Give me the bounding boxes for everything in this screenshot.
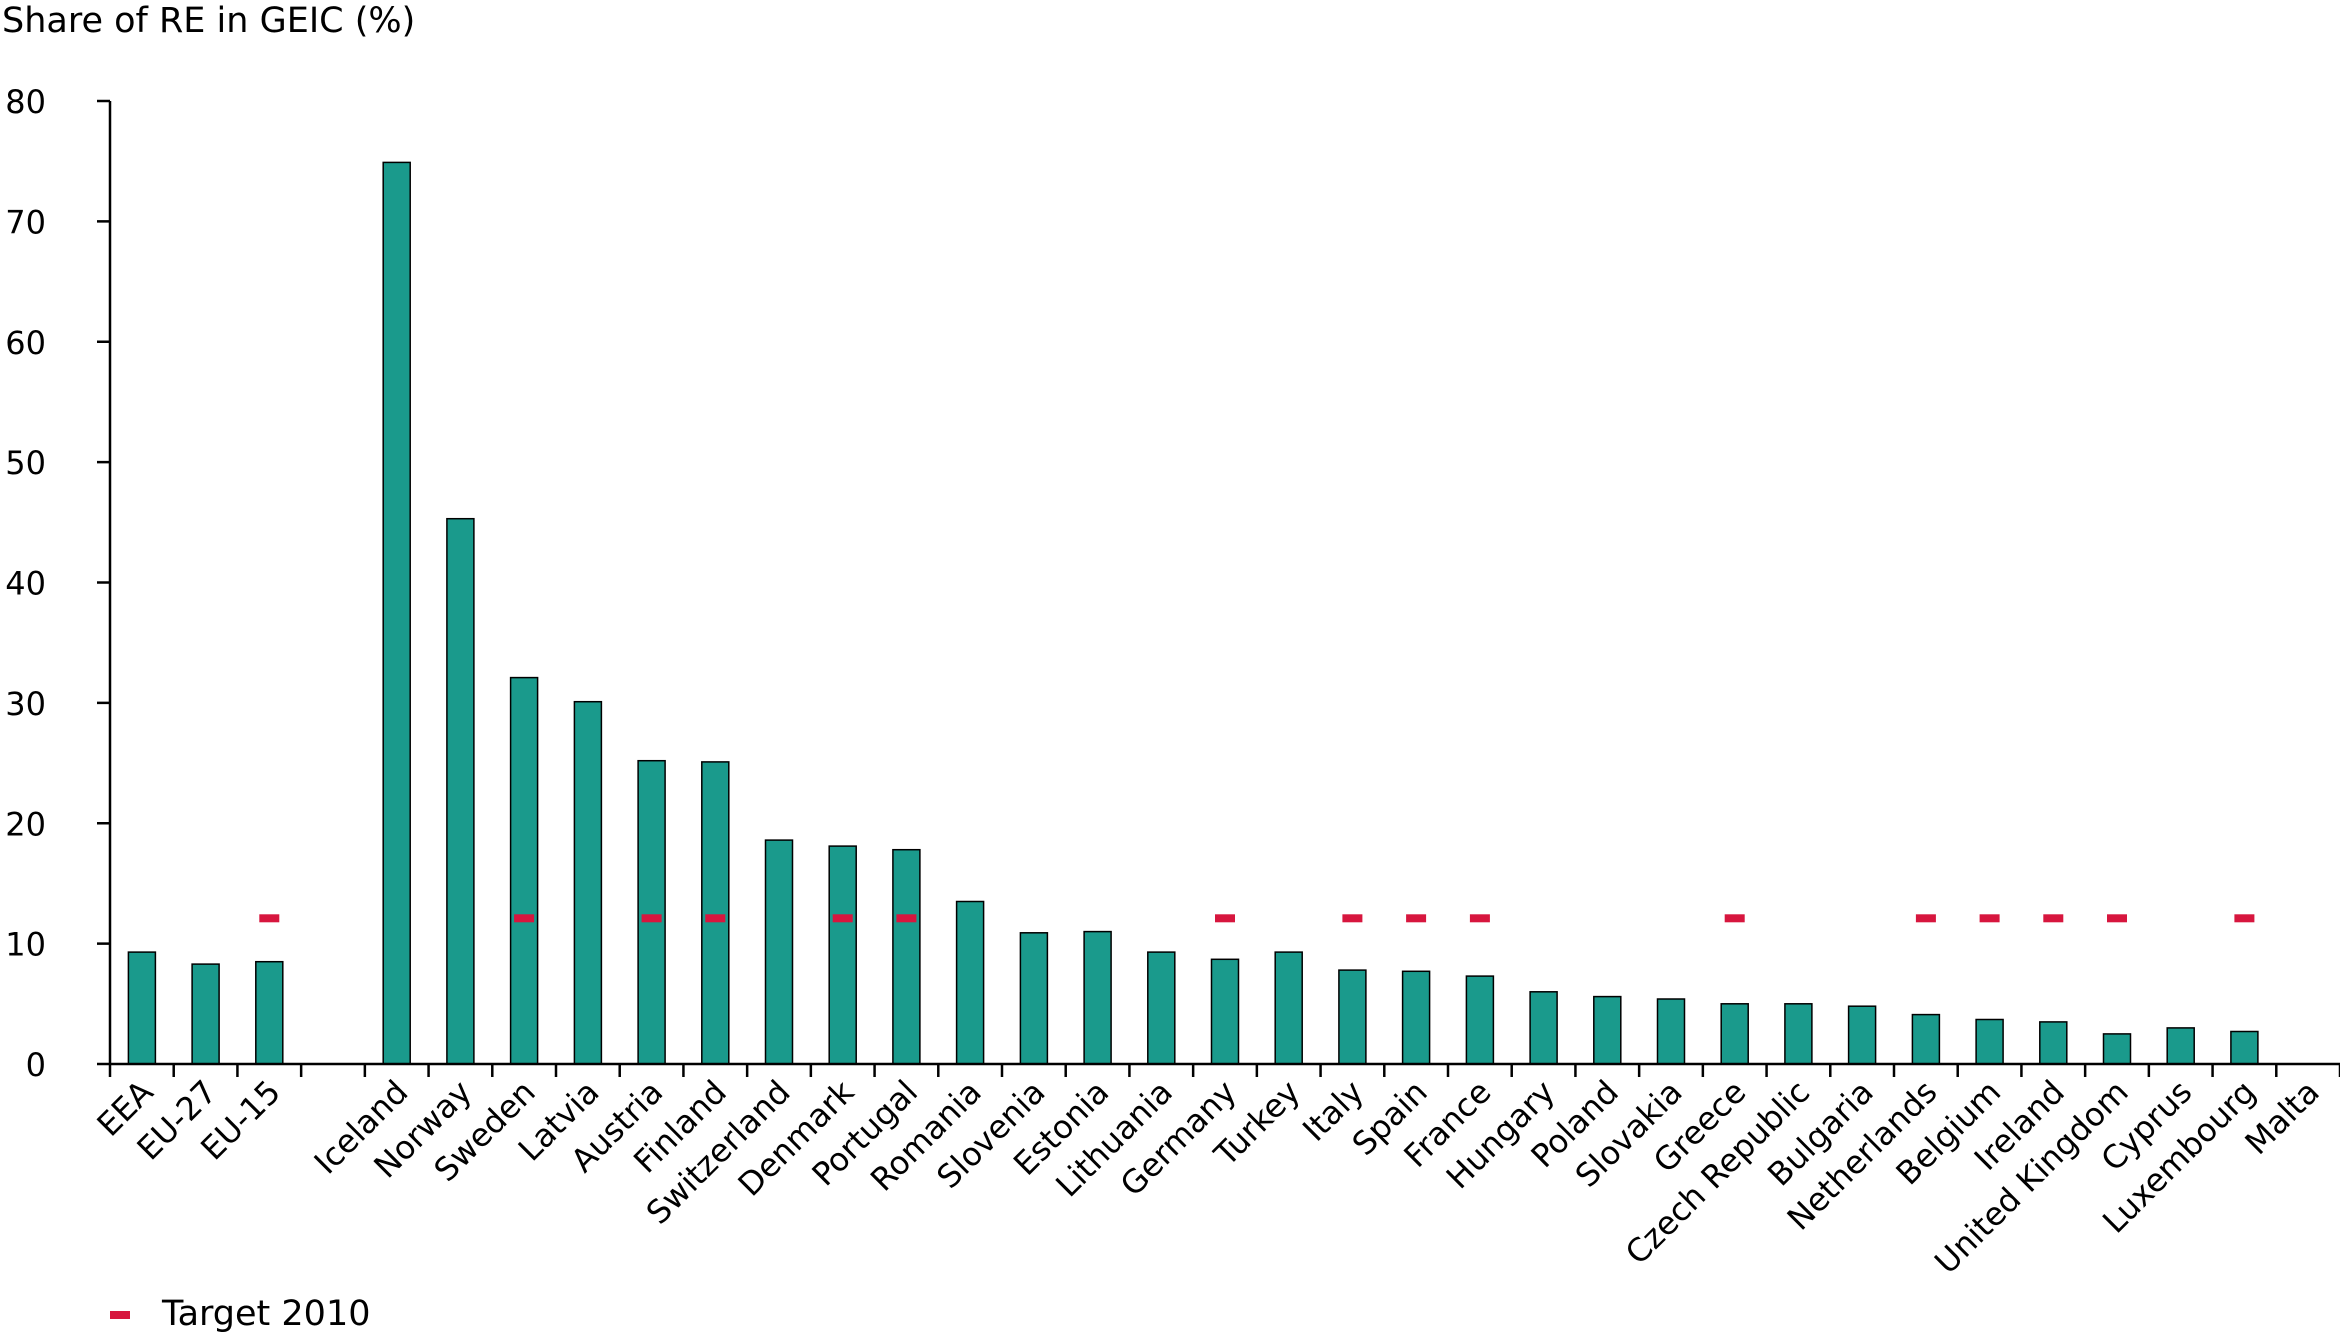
target-marker-denmark — [832, 914, 853, 923]
y-tick-labels-group: 0 10 20 30 40 50 60 70 80 — [5, 83, 46, 1084]
y-tick-label-0: 0 — [26, 1046, 46, 1084]
bar-hungary — [1529, 991, 1558, 1065]
target-marker-portugal — [896, 914, 917, 923]
bar-poland — [1593, 995, 1622, 1065]
bar-netherlands — [1911, 1013, 1941, 1065]
target-marker-netherlands — [1915, 914, 1936, 923]
bar-eu-27 — [191, 963, 220, 1065]
bar-spain — [1401, 970, 1431, 1065]
bar-latvia — [573, 700, 603, 1065]
y-tick-label-80: 80 — [5, 83, 46, 121]
target-marker-belgium — [1979, 914, 2000, 923]
bar-iceland — [382, 161, 411, 1065]
bar-portugal — [892, 848, 921, 1065]
y-axis-label: Share of RE in GEIC (%) — [2, 1, 416, 41]
target-marker-france — [1469, 914, 1490, 923]
target-marker-spain — [1406, 914, 1427, 923]
bar-greece — [1720, 1003, 1749, 1065]
y-tick-label-30: 30 — [5, 685, 46, 723]
target-marker-italy — [1342, 914, 1363, 923]
bar-france — [1465, 975, 1495, 1065]
bar-italy — [1338, 969, 1367, 1065]
y-tick-label-10: 10 — [5, 926, 46, 964]
bar-czech-republic — [1784, 1003, 1813, 1065]
target-marker-finland — [705, 914, 726, 923]
bar-eu-15 — [255, 960, 284, 1065]
bar-estonia — [1083, 930, 1112, 1065]
bar-sweden — [509, 676, 539, 1065]
target-markers-group — [259, 914, 2255, 923]
target-marker-sweden — [514, 914, 535, 923]
bar-lithuania — [1147, 951, 1176, 1065]
y-tick-label-70: 70 — [5, 203, 46, 241]
bar-turkey — [1274, 951, 1303, 1065]
bar-bulgaria — [1847, 1005, 1877, 1065]
legend-target-swatch — [110, 1311, 130, 1319]
bar-finland — [701, 761, 730, 1065]
target-marker-germany — [1215, 914, 1235, 923]
y-tick-label-40: 40 — [5, 565, 46, 603]
bar-slovenia — [1019, 932, 1049, 1065]
y-tick-label-50: 50 — [5, 444, 46, 482]
bar-romania — [955, 900, 985, 1065]
bar-austria — [637, 759, 666, 1065]
bar-ireland — [2039, 1021, 2068, 1065]
bar-eea — [127, 951, 157, 1065]
target-marker-united-kingdom — [2107, 914, 2127, 923]
bars-group — [127, 161, 2259, 1065]
bar-united-kingdom — [2102, 1033, 2132, 1065]
bar-luxembourg — [2230, 1030, 2259, 1065]
y-tick-label-20: 20 — [5, 805, 46, 843]
bar-belgium — [1975, 1018, 2004, 1065]
y-tick-label-60: 60 — [5, 324, 46, 362]
bar-switzerland — [764, 839, 794, 1065]
target-marker-greece — [1724, 914, 1745, 923]
target-marker-eu-15 — [259, 914, 280, 923]
target-marker-ireland — [2043, 914, 2064, 923]
target-marker-luxembourg — [2234, 914, 2255, 923]
bar-slovakia — [1656, 998, 1686, 1065]
bar-cyprus — [2166, 1027, 2195, 1065]
bar-norway — [446, 517, 475, 1065]
bar-denmark — [828, 845, 857, 1065]
x-tick-label-malta: Malta — [2238, 1073, 2327, 1162]
axes-group — [97, 99, 2340, 1077]
bar-germany — [1210, 958, 1240, 1065]
target-marker-austria — [641, 914, 662, 923]
legend-target-label: Target 2010 — [162, 1294, 371, 1334]
